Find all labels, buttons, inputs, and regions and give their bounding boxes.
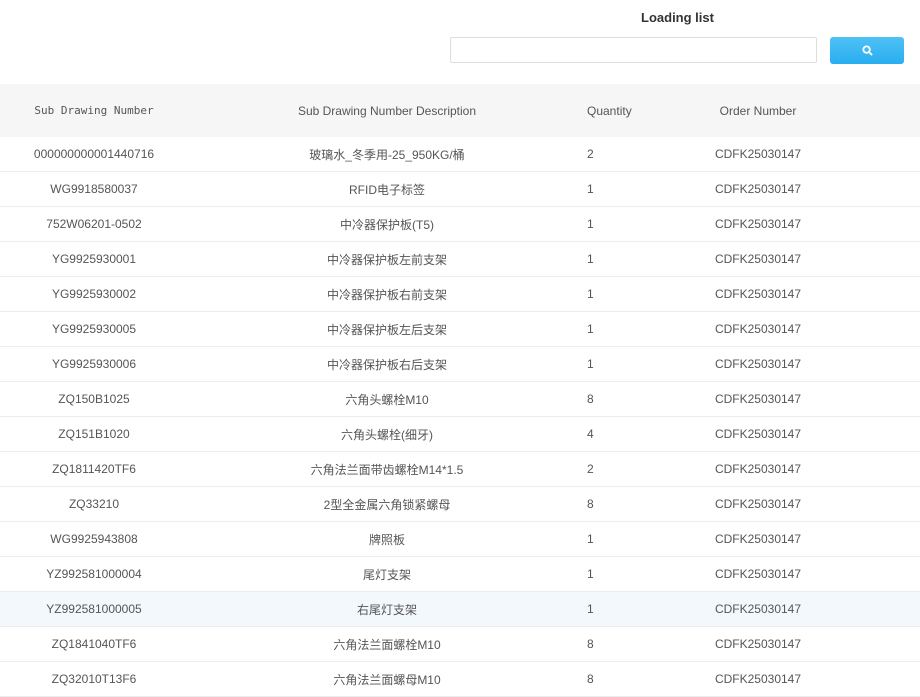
col-quantity: Quantity bbox=[587, 103, 632, 118]
table-row[interactable]: WG9925943808 牌照板 1 CDFK25030147 bbox=[0, 521, 920, 557]
cell-order-number: CDFK25030147 bbox=[588, 206, 920, 242]
cell-sub-drawing-number: ZQ33210 bbox=[0, 486, 188, 522]
search-icon bbox=[861, 45, 873, 56]
table-row[interactable]: ZQ1811420TF6 六角法兰面带齿螺栓M14*1.5 2 CDFK2503014… bbox=[0, 451, 920, 487]
cell-quantity: 1 bbox=[586, 276, 594, 312]
cell-description: 尾灯支架 bbox=[188, 556, 586, 592]
cell-sub-drawing-number: YG9925930005 bbox=[0, 311, 188, 347]
table-row[interactable]: YZ992581000004 尾灯支架 1 CDFK25030147 bbox=[0, 556, 920, 592]
cell-order-number: CDFK25030147 bbox=[588, 381, 920, 417]
table-row[interactable]: ZQ151B1020 六角头螺栓(细牙) 4 CDFK25030147 bbox=[0, 416, 920, 452]
cell-order-number: CDFK25030147 bbox=[588, 137, 920, 172]
cell-quantity: 1 bbox=[586, 241, 594, 277]
cell-sub-drawing-number: YG9925930001 bbox=[0, 241, 188, 277]
col-description: Sub Drawing Number Description bbox=[297, 103, 477, 118]
table-row[interactable]: YG9925930001 中冷器保护板左前支架 1 CDFK25030147 bbox=[0, 241, 920, 277]
cell-sub-drawing-number: ZQ1841040TF6 bbox=[0, 626, 188, 662]
table-row[interactable]: ZQ150B1025 六角头螺栓M10 8 CDFK25030147 bbox=[0, 381, 920, 417]
cell-quantity: 1 bbox=[586, 206, 594, 242]
cell-order-number: CDFK25030147 bbox=[588, 416, 920, 452]
cell-description: RFID电子标签 bbox=[188, 171, 586, 207]
cell-quantity: 1 bbox=[586, 521, 594, 557]
cell-sub-drawing-number: ZQ1811420TF6 bbox=[0, 451, 188, 487]
cell-order-number: CDFK25030147 bbox=[588, 556, 920, 592]
cell-description: 2型全金属六角锁紧螺母 bbox=[188, 486, 586, 522]
cell-description: 中冷器保护板左后支架 bbox=[188, 311, 586, 347]
cell-sub-drawing-number: YG9925930002 bbox=[0, 276, 188, 312]
cell-quantity: 2 bbox=[586, 451, 594, 487]
table-row[interactable]: 752W06201-0502 中冷器保护板(T5) 1 CDFK25030147 bbox=[0, 206, 920, 242]
cell-description: 六角法兰面螺栓M10 bbox=[188, 626, 586, 662]
cell-sub-drawing-number: 752W06201-0502 bbox=[0, 206, 188, 242]
cell-order-number: CDFK25030147 bbox=[588, 661, 920, 697]
table-row[interactable]: YZ992581000005 右尾灯支架 1 CDFK25030147 bbox=[0, 591, 920, 627]
cell-quantity: 8 bbox=[586, 381, 594, 417]
cell-description: 六角头螺栓(细牙) bbox=[188, 416, 586, 452]
cell-quantity: 1 bbox=[586, 591, 594, 627]
cell-description: 六角法兰面带齿螺栓M14*1.5 bbox=[188, 451, 586, 487]
cell-description: 中冷器保护板右后支架 bbox=[188, 346, 586, 382]
cell-order-number: CDFK25030147 bbox=[588, 311, 920, 347]
cell-sub-drawing-number: ZQ151B1020 bbox=[0, 416, 188, 452]
cell-order-number: CDFK25030147 bbox=[588, 626, 920, 662]
cell-description: 牌照板 bbox=[188, 521, 586, 557]
cell-sub-drawing-number: ZQ32010T13F6 bbox=[0, 661, 188, 697]
table-row[interactable]: YG9925930005 中冷器保护板左后支架 1 CDFK25030147 bbox=[0, 311, 920, 347]
search-input[interactable] bbox=[450, 37, 817, 63]
cell-order-number: CDFK25030147 bbox=[588, 346, 920, 382]
page-title: Loading list bbox=[641, 10, 714, 25]
cell-quantity: 1 bbox=[586, 556, 594, 592]
cell-order-number: CDFK25030147 bbox=[588, 171, 920, 207]
cell-description: 中冷器保护板(T5) bbox=[188, 206, 586, 242]
cell-quantity: 4 bbox=[586, 416, 594, 452]
cell-order-number: CDFK25030147 bbox=[588, 591, 920, 627]
cell-sub-drawing-number: ZQ150B1025 bbox=[0, 381, 188, 417]
cell-order-number: CDFK25030147 bbox=[588, 521, 920, 557]
cell-sub-drawing-number: YG9925930006 bbox=[0, 346, 188, 382]
cell-description: 六角头螺栓M10 bbox=[188, 381, 586, 417]
cell-order-number: CDFK25030147 bbox=[588, 241, 920, 277]
cell-quantity: 2 bbox=[586, 137, 594, 172]
cell-quantity: 8 bbox=[586, 486, 594, 522]
col-order-number: Order Number bbox=[719, 103, 797, 118]
cell-description: 中冷器保护板左前支架 bbox=[188, 241, 586, 277]
cell-order-number: CDFK25030147 bbox=[588, 486, 920, 522]
cell-sub-drawing-number: YZ992581000005 bbox=[0, 591, 188, 627]
search-button[interactable] bbox=[830, 37, 904, 64]
cell-sub-drawing-number: 000000000001440716 bbox=[0, 137, 188, 172]
cell-sub-drawing-number: YZ992581000004 bbox=[0, 556, 188, 592]
table-header: Sub Drawing Number Sub Drawing Number De… bbox=[0, 84, 920, 137]
table-row[interactable]: ZQ1841040TF6 六角法兰面螺栓M10 8 CDFK25030147 bbox=[0, 626, 920, 662]
cell-description: 中冷器保护板右前支架 bbox=[188, 276, 586, 312]
table-row[interactable]: WG9918580037 RFID电子标签 1 CDFK25030147 bbox=[0, 171, 920, 207]
cell-description: 六角法兰面螺母M10 bbox=[188, 661, 586, 697]
cell-order-number: CDFK25030147 bbox=[588, 276, 920, 312]
cell-quantity: 8 bbox=[586, 626, 594, 662]
table-row[interactable]: 000000000001440716 玻璃水_冬季用-25_950KG/桶 2 CDF… bbox=[0, 137, 920, 172]
cell-sub-drawing-number: WG9925943808 bbox=[0, 521, 188, 557]
cell-quantity: 1 bbox=[586, 346, 594, 382]
table-row[interactable]: ZQ32010T13F6 六角法兰面螺母M10 8 CDFK25030147 bbox=[0, 661, 920, 697]
cell-sub-drawing-number: WG9918580037 bbox=[0, 171, 188, 207]
cell-description: 右尾灯支架 bbox=[188, 591, 586, 627]
cell-order-number: CDFK25030147 bbox=[588, 451, 920, 487]
cell-description: 玻璃水_冬季用-25_950KG/桶 bbox=[188, 137, 586, 172]
col-sub-drawing-number: Sub Drawing Number bbox=[34, 104, 154, 117]
table-row[interactable]: YG9925930006 中冷器保护板右后支架 1 CDFK25030147 bbox=[0, 346, 920, 382]
table-row[interactable]: ZQ33210 2型全金属六角锁紧螺母 8 CDFK25030147 bbox=[0, 486, 920, 522]
cell-quantity: 1 bbox=[586, 171, 594, 207]
loading-list-table: Sub Drawing Number Sub Drawing Number De… bbox=[0, 84, 920, 697]
table-row[interactable]: YG9925930002 中冷器保护板右前支架 1 CDFK25030147 bbox=[0, 276, 920, 312]
cell-quantity: 1 bbox=[586, 311, 594, 347]
